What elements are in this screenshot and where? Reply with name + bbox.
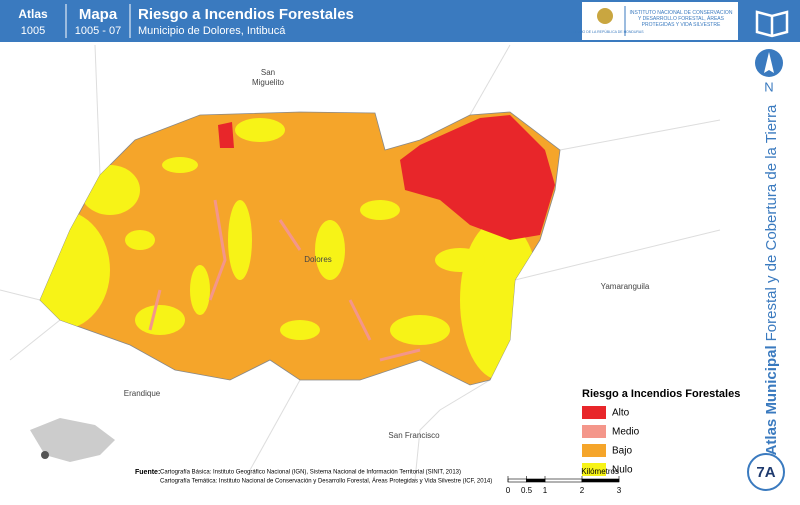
legend-swatch (582, 406, 606, 419)
legend-label: Alto (612, 408, 630, 419)
scale-tick-label: 2 (580, 486, 585, 495)
scale-tick-label: 3 (617, 486, 622, 495)
side-title: Atlas Municipal Forestal y de Cobertura d… (763, 104, 780, 455)
legend-swatch (582, 444, 606, 457)
map-label: Mapa (79, 6, 118, 23)
badge-label: 7A (756, 464, 775, 481)
map-number: 1005 - 07 (75, 25, 121, 37)
atlas-number: 1005 (21, 25, 45, 37)
legend-label: Bajo (612, 446, 632, 457)
legend: Riesgo a Incendios Forestales Alto Medio Ba… (582, 388, 740, 476)
north-arrow (764, 52, 774, 73)
logo-left-text: GOBIERNO DE LA REPÚBLICA DE HONDURAS (566, 30, 644, 34)
legend-swatch (582, 463, 606, 476)
place-label: Yamaranguila (601, 282, 650, 291)
place-label: San Miguelito (251, 68, 284, 87)
book-icon (755, 10, 789, 38)
logo-right: INSTITUTO NACIONAL DE CONSERVACIÓN Y DES… (629, 10, 733, 28)
title: Riesgo a Incendios Forestales (138, 6, 354, 23)
place-label: San Francisco (388, 431, 440, 440)
locator-point (41, 451, 49, 459)
scale-segment (581, 478, 620, 483)
atlas-label: Atlas (18, 7, 48, 21)
legend-swatch (582, 425, 606, 438)
badge (747, 453, 785, 491)
place-label-box: San Miguelito (251, 68, 284, 87)
source-line: Cartografía Básica: Instituto Geográfico… (160, 470, 461, 476)
scale-tick-label: 0 (506, 486, 511, 495)
scale-segment (544, 478, 583, 483)
sources-label: Fuente: (135, 469, 160, 476)
scale-tick-label: 0.5 (521, 486, 533, 495)
legend-label: Medio (612, 427, 640, 438)
scale-segment (526, 478, 546, 483)
roads (0, 44, 721, 481)
places: San Miguelito Dolores Yamaranguila Erandiqu… (124, 68, 650, 440)
legend-label: Nulo (612, 465, 633, 476)
place-label: Erandique (124, 389, 161, 398)
logo-right-text: INSTITUTO NACIONAL DE CONSERVACIÓN Y DES… (629, 10, 733, 28)
source-line: Cartografía Temática: Instituto Nacional… (160, 478, 492, 485)
place-label: Dolores (304, 255, 332, 264)
side-title-rest: Forestal y de Cobertura de la Tierra (763, 104, 780, 341)
scale-unit: Kilómetros (581, 467, 619, 476)
scale-segment (507, 478, 527, 483)
subtitle: Municipio de Dolores, Intibucá (138, 25, 286, 37)
side-title-bold: Atlas Municipal (763, 345, 780, 455)
legend-title: Riesgo a Incendios Forestales (582, 388, 740, 400)
north-label: N (764, 79, 773, 94)
scale-tick-label: 1 (543, 486, 548, 495)
logo-emblem (597, 8, 613, 24)
scale-bar: 0 0.5 1 2 3 Kilómetros (506, 467, 622, 495)
locator-map (30, 418, 115, 462)
